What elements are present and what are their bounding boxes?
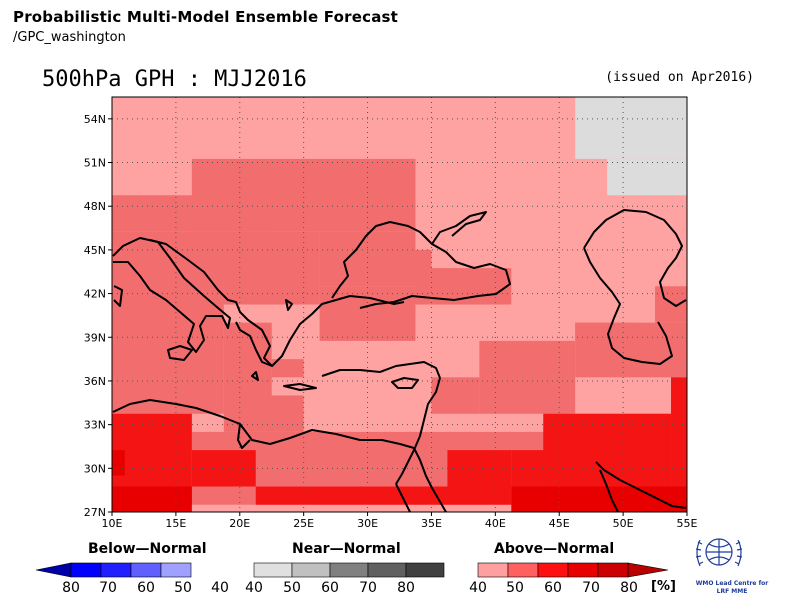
wmo-logo-line1: WMO Lead Centre for [695, 580, 769, 587]
wmo-logo-line2: LRF MME [716, 588, 748, 595]
lon-label: 10E [102, 517, 123, 530]
legend-near-label: 70 [359, 580, 377, 596]
legend-above-label: 60 [544, 580, 562, 596]
cell-an70 [112, 486, 192, 512]
legend-below-swatch [70, 562, 102, 578]
legend-near-label: 40 [245, 580, 263, 596]
legend-above-swatch [537, 562, 569, 578]
longitude-labels: 10E 15E 20E 25E 30E 35E 40E 45E 50E 55E [102, 517, 698, 530]
cell-an70 [112, 450, 125, 476]
legend-below-arrow [35, 562, 72, 578]
lon-label: 25E [293, 517, 314, 530]
lon-label: 55E [677, 517, 698, 530]
legend-above-swatch [507, 562, 539, 578]
legend-above-swatch [567, 562, 599, 578]
legend-above-arrow [627, 562, 669, 578]
cell-an50 [319, 231, 416, 287]
legend-below-label: 70 [99, 580, 117, 596]
lat-label: 33N [84, 419, 106, 432]
legend-near-label: 80 [397, 580, 415, 596]
cell-an50 [112, 195, 272, 232]
lat-label: 39N [84, 331, 106, 344]
legend-below-label: 50 [174, 580, 192, 596]
lat-label: 54N [84, 113, 106, 126]
cell-an50 [575, 322, 640, 341]
lon-label: 40E [485, 517, 506, 530]
header-subtitle: /GPC_washington [13, 30, 126, 45]
cell-an60 [255, 486, 512, 505]
header-title: Probabilistic Multi-Model Ensemble Forec… [13, 8, 399, 26]
map-title: 500hPa GPH : MJJ2016 [42, 67, 307, 92]
legend-below-label: 60 [137, 580, 155, 596]
lon-label: 35E [421, 517, 442, 530]
legend-near-swatch [253, 562, 293, 578]
cell-nn40 [575, 97, 687, 159]
wmo-logo [695, 538, 743, 567]
legend-below-label: 40 [211, 580, 229, 596]
cell-an50 [112, 231, 320, 305]
probability-cells [112, 97, 687, 512]
lon-label: 20E [229, 517, 250, 530]
lon-label: 15E [165, 517, 186, 530]
legend-above-label: 40 [469, 580, 487, 596]
legend-below-swatch [160, 562, 192, 578]
legend-below-swatch [130, 562, 162, 578]
map-frame [111, 96, 688, 513]
lat-label: 51N [84, 157, 106, 170]
cell-an50 [112, 304, 224, 414]
legend-near-label: 50 [283, 580, 301, 596]
lat-label: 30N [84, 462, 106, 475]
lon-label: 45E [549, 517, 570, 530]
coastline [112, 209, 687, 512]
lat-label: 45N [84, 244, 106, 257]
legend-near-swatch [329, 562, 369, 578]
cell-an50 [223, 395, 304, 432]
lon-label: 30E [357, 517, 378, 530]
legend-above-label: 80 [620, 580, 638, 596]
cell-an60 [191, 450, 256, 487]
legend-above-swatch [597, 562, 629, 578]
legend-below-swatch [100, 562, 132, 578]
cell-an50 [271, 359, 304, 378]
axis-ticks [108, 118, 688, 516]
lat-label: 42N [84, 288, 106, 301]
lat-label: 27N [84, 506, 106, 519]
cell-an50 [655, 286, 687, 323]
legend-near-swatch [367, 562, 407, 578]
legend-unit: [%] [651, 579, 676, 594]
lat-label: 48N [84, 200, 106, 213]
legend-above-label: 50 [506, 580, 524, 596]
cell-an50 [479, 340, 576, 414]
legend-below-title: Below—Normal [88, 541, 207, 557]
lat-label: 36N [84, 375, 106, 388]
legend-above-title: Above—Normal [494, 541, 615, 557]
cell-an60 [671, 377, 687, 505]
legend-near-swatch [405, 562, 445, 578]
lon-label: 50E [613, 517, 634, 530]
legend-above-swatch [477, 562, 509, 578]
cell-an60 [447, 450, 512, 487]
legend-above-label: 70 [582, 580, 600, 596]
legend-colorbars [35, 562, 669, 578]
legend-below-label: 80 [62, 580, 80, 596]
issued-date: (issued on Apr2016) [605, 70, 754, 85]
cell-an50 [319, 286, 416, 341]
legend-near-swatch [291, 562, 331, 578]
cell-nn40 [607, 158, 687, 196]
legend-near-title: Near—Normal [292, 541, 401, 557]
latitude-labels: 54N 51N 48N 45N 42N 39N 36N 33N 30N 27N [84, 113, 106, 519]
legend-near-label: 60 [321, 580, 339, 596]
